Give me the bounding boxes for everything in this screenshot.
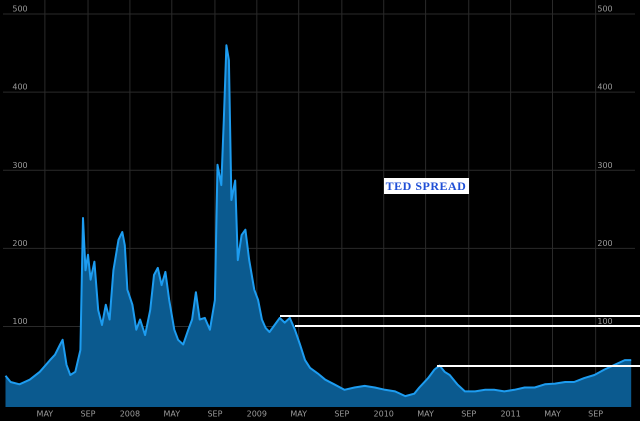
title-box <box>384 178 469 194</box>
x-tick-label: 2010 <box>374 410 394 419</box>
x-tick-label: SEP <box>207 410 222 419</box>
x-tick-label: MAY <box>37 410 54 419</box>
x-tick-label: SEP <box>81 410 96 419</box>
x-tick-label: MAY <box>163 410 180 419</box>
y-tick-label-right: 400 <box>597 83 612 92</box>
labels: 100 100 200 200 300 300 400 400 500 500 MAY SEP 2008… <box>12 5 612 419</box>
y-tick-label-right: 100 <box>597 317 612 326</box>
y-tick-label: 400 <box>12 83 27 92</box>
x-tick-label: SEP <box>461 410 476 419</box>
x-tick-label: MAY <box>417 410 434 419</box>
y-tick-label-right: 500 <box>597 5 612 14</box>
chart-title: TED SPREAD <box>386 179 467 193</box>
x-tick-label: 2009 <box>247 410 267 419</box>
y-tick-label: 300 <box>12 161 27 170</box>
x-tick-label: SEP <box>334 410 349 419</box>
y-tick-label-right: 200 <box>597 239 612 248</box>
x-tick-label: 2011 <box>500 410 520 419</box>
x-tick-label: MAY <box>290 410 307 419</box>
y-tick-label-right: 300 <box>597 161 612 170</box>
y-tick-label: 200 <box>12 239 27 248</box>
x-tick-label: MAY <box>544 410 561 419</box>
line <box>4 44 632 398</box>
plot <box>4 44 632 408</box>
area <box>5 45 632 408</box>
y-tick-label: 500 <box>12 5 27 14</box>
x-tick-label: 2008 <box>120 410 140 419</box>
x-tick-label: SEP <box>588 410 603 419</box>
y-tick-label: 100 <box>12 317 27 326</box>
